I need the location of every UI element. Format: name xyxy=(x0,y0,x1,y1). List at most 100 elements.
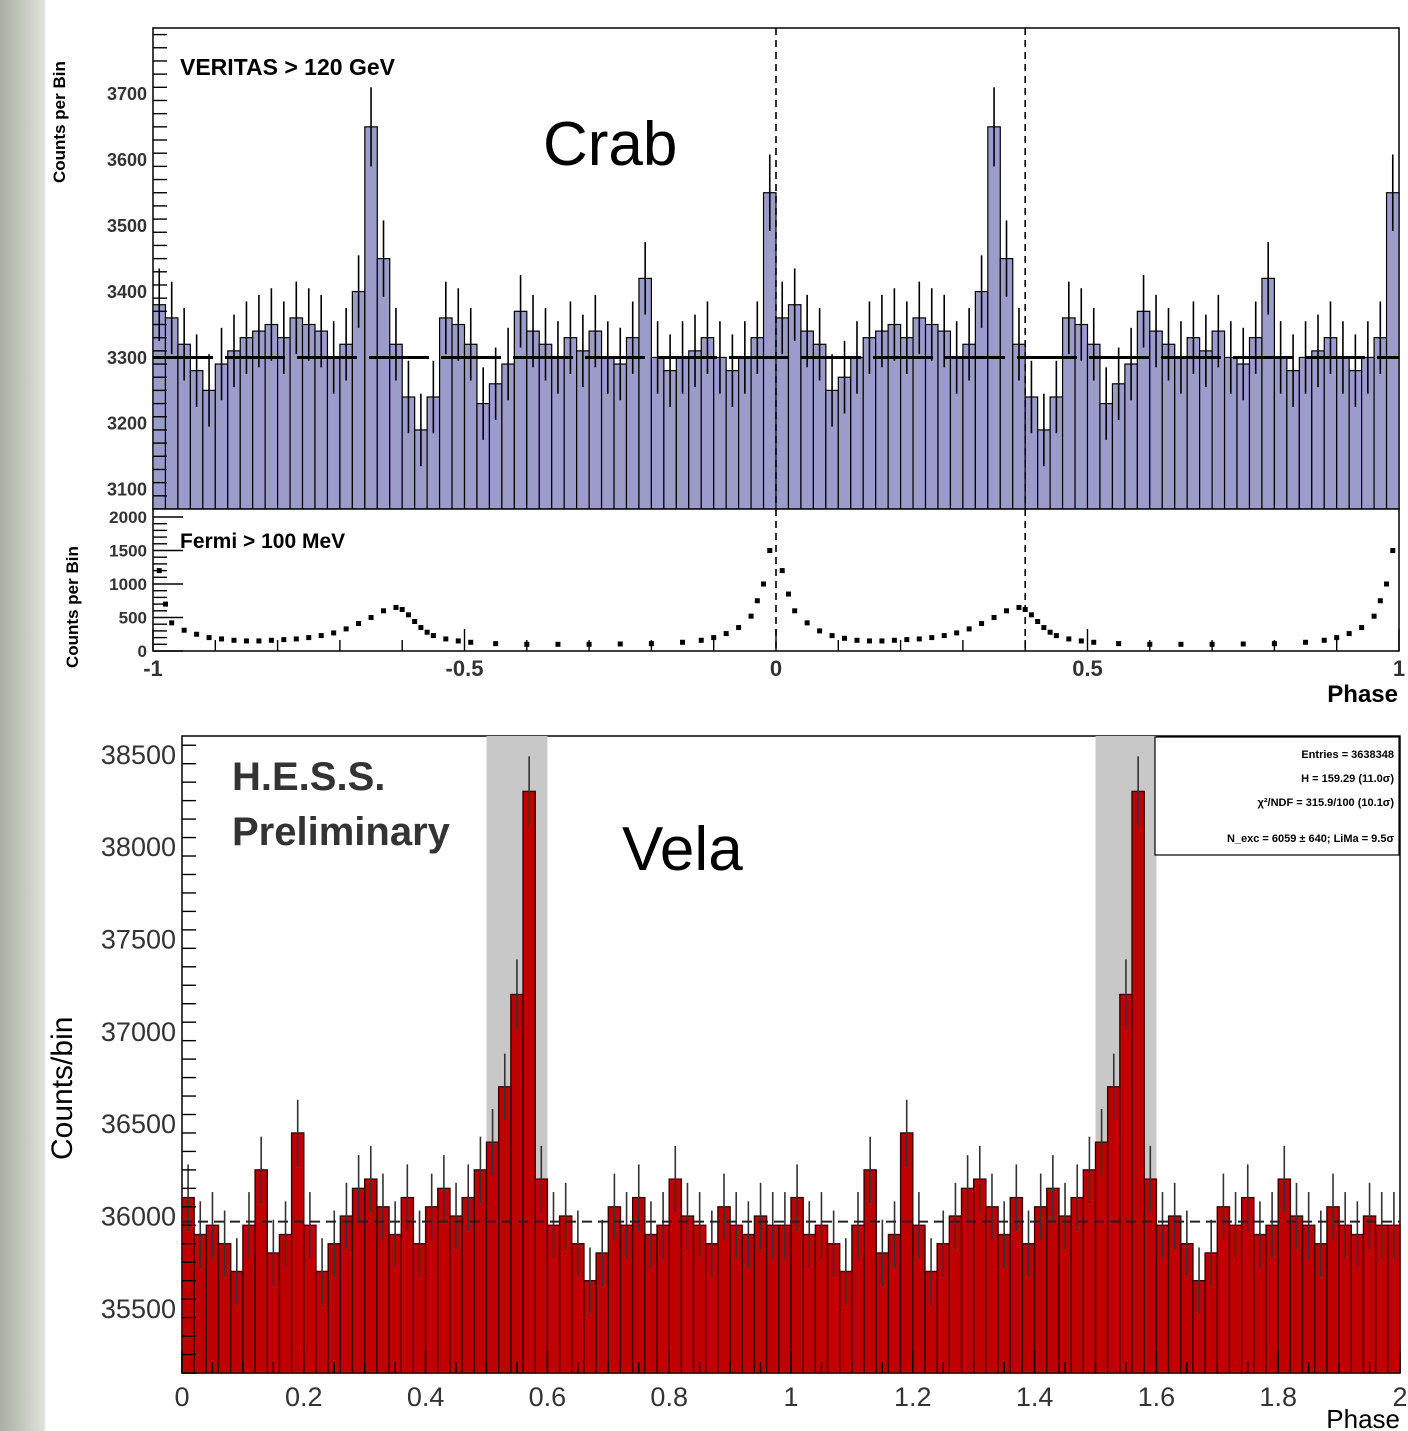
fermi-point xyxy=(767,548,773,553)
fermi-point xyxy=(1346,631,1352,637)
y-tick-label: 35500 xyxy=(101,1294,176,1324)
fermi-point xyxy=(281,637,287,643)
stats-entries: Entries = 3638348 xyxy=(1301,749,1394,761)
x-tick-label: 1.4 xyxy=(1016,1382,1054,1412)
fermi-point xyxy=(761,581,767,587)
fermi-point xyxy=(1178,641,1184,647)
fermi-y-axis: 0 500 1000 1500 2000 xyxy=(109,508,183,661)
fermi-point xyxy=(455,638,461,644)
y-tick-label: 3100 xyxy=(107,480,147,500)
fermi-point xyxy=(293,636,299,642)
fermi-point xyxy=(1053,633,1059,639)
fermi-point xyxy=(1047,629,1053,635)
histogram-bar xyxy=(1119,993,1133,1374)
fermi-point xyxy=(1004,608,1010,614)
stats-excess: N_exc = 6059 ± 640; LiMa = 9.5σ xyxy=(1227,833,1395,845)
crab-label: Crab xyxy=(543,110,677,179)
histogram-bar xyxy=(522,790,536,1374)
fermi-panel: 0 500 1000 1500 2000 -1 -0.5 0 0.5 1 Fermi > 100… xyxy=(63,508,1405,708)
fermi-data-points xyxy=(156,548,1396,647)
fermi-point xyxy=(256,638,262,644)
fermi-point xyxy=(368,615,374,620)
x-tick-label: 1 xyxy=(783,1382,798,1412)
veritas-phase-markers xyxy=(775,28,1026,509)
fermi-point xyxy=(424,629,430,635)
fermi-x-axis: -1 -0.5 0 0.5 1 xyxy=(143,629,1405,681)
y-tick-label: 37500 xyxy=(101,925,176,955)
fermi-point xyxy=(842,635,848,641)
histogram-bar xyxy=(987,126,1001,510)
fermi-point xyxy=(331,630,337,636)
y-tick-label: 38000 xyxy=(101,832,176,862)
y-tick-label: 38500 xyxy=(101,740,176,770)
y-tick-label: 3700 xyxy=(107,84,147,104)
x-tick-label: 1.2 xyxy=(894,1382,932,1412)
fermi-point xyxy=(1016,604,1022,610)
fermi-point xyxy=(698,637,704,643)
fermi-point xyxy=(443,636,449,642)
fermi-point xyxy=(1066,636,1072,642)
fermi-point xyxy=(792,608,798,614)
x-tick-label: 1 xyxy=(1393,656,1405,681)
fermi-point xyxy=(1384,581,1390,587)
x-tick-label: 1.8 xyxy=(1259,1382,1297,1412)
histogram-bar xyxy=(762,192,777,510)
fermi-point xyxy=(555,641,561,647)
hess-y-axis: 35500 36000 36500 37000 37500 38000 38500 xyxy=(101,740,196,1374)
fermi-point xyxy=(785,591,791,597)
vela-label: Vela xyxy=(622,815,743,884)
fermi-point xyxy=(991,615,997,620)
x-tick-label: 0.6 xyxy=(529,1382,567,1412)
y-tick-label: 0 xyxy=(138,642,147,661)
stats-chi2: χ²/NDF = 315.9/100 (10.1σ) xyxy=(1258,797,1395,809)
fermi-point xyxy=(1377,598,1383,604)
fermi-point xyxy=(430,633,436,639)
x-tick-label: 0.5 xyxy=(1072,656,1103,681)
x-tick-label: 0 xyxy=(770,656,782,681)
fermi-point xyxy=(1390,548,1396,553)
histogram-bar xyxy=(364,126,378,510)
fermi-point xyxy=(306,635,312,641)
histogram-bar xyxy=(485,1141,500,1374)
hess-panel: 35500 36000 36500 37000 37500 38000 38500 0 0.2… xyxy=(46,735,1408,1431)
fermi-y-axis-label: Counts per Bin xyxy=(63,546,82,668)
fermi-point xyxy=(169,620,175,626)
hess-x-axis-label: Phase xyxy=(1326,1404,1400,1431)
fermi-point xyxy=(929,635,935,641)
fermi-point xyxy=(418,625,424,631)
veritas-legend-text: VERITAS > 120 GeV xyxy=(180,54,396,80)
fermi-point xyxy=(194,631,200,637)
fermi-point xyxy=(904,637,910,643)
fermi-point xyxy=(736,625,742,631)
histogram-bar xyxy=(497,1086,512,1374)
histogram-bar xyxy=(1385,192,1400,510)
stats-h-test: H = 159.29 (11.0σ) xyxy=(1301,773,1394,785)
fermi-point xyxy=(1078,638,1084,644)
fermi-point xyxy=(1116,641,1122,647)
fermi-point xyxy=(804,620,810,626)
fermi-point xyxy=(1371,613,1377,619)
fermi-point xyxy=(1303,639,1309,645)
fermi-point xyxy=(817,628,823,634)
fermi-point xyxy=(1028,612,1034,618)
fermi-point xyxy=(748,613,754,619)
x-tick-label: -1 xyxy=(143,656,163,681)
fermi-x-axis-label: Phase xyxy=(1327,681,1398,708)
fermi-point xyxy=(829,633,835,639)
fermi-point xyxy=(854,637,860,643)
y-tick-label: 37000 xyxy=(101,1017,176,1047)
stats-box-frame xyxy=(1154,736,1400,856)
x-tick-label: 0.8 xyxy=(650,1382,688,1412)
y-tick-label: 3400 xyxy=(107,282,147,302)
fermi-point xyxy=(381,608,387,614)
fermi-point xyxy=(468,639,474,645)
veritas-panel: 3100 3200 3300 3400 3500 3600 3700 VERITAS > 1… xyxy=(50,27,1400,510)
histogram-bar xyxy=(1106,1086,1121,1374)
fermi-point xyxy=(393,604,399,610)
fermi-point xyxy=(1240,641,1246,647)
x-tick-label: -0.5 xyxy=(446,656,484,681)
veritas-y-axis-label: Counts per Bin xyxy=(50,61,69,183)
fermi-point xyxy=(1359,625,1365,631)
fermi-point xyxy=(916,636,922,642)
